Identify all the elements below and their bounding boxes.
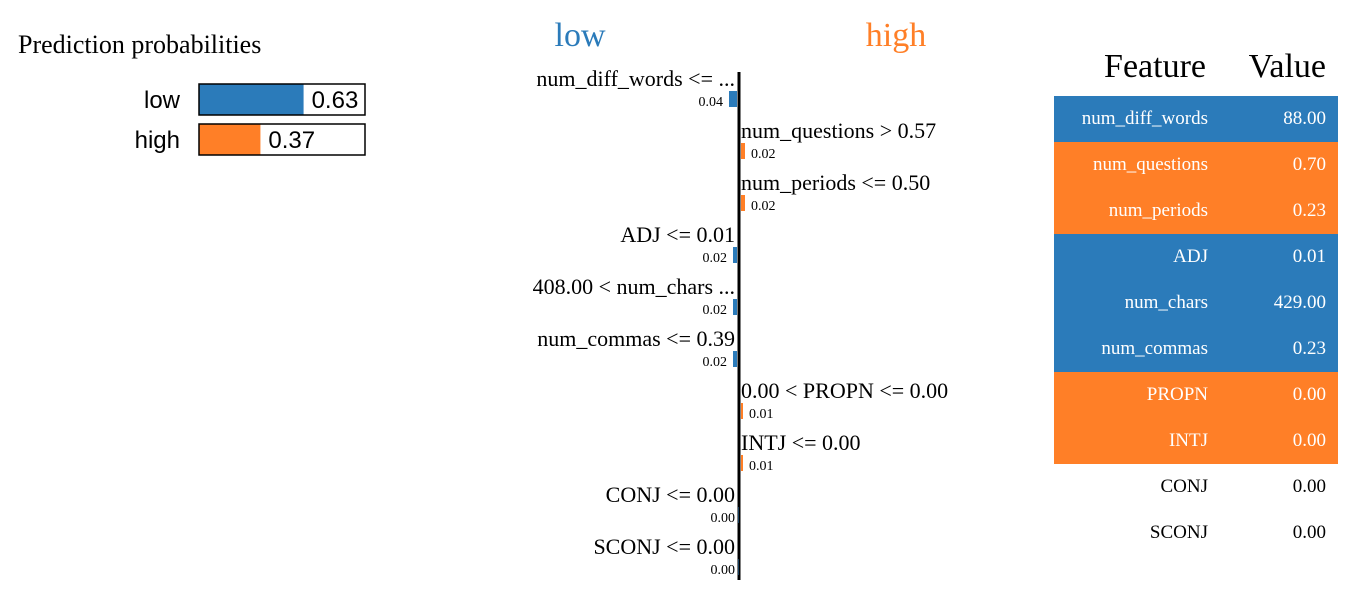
weight-label: 0.02 [703,251,728,266]
feature-rule-label: num_commas <= 0.39 [537,326,735,351]
feature-rule-label: num_diff_words <= ... [536,66,735,91]
feature-rule-label: INTJ <= 0.00 [741,430,861,455]
feature-name: SCONJ [1054,510,1220,556]
feature-value: 0.00 [1220,418,1338,464]
feature-name: PROPN [1054,372,1220,418]
feature-bar-5 [733,351,737,367]
weight-label: 0.02 [703,303,728,318]
feature-row: num_chars 429.00 [1054,280,1338,326]
prediction-probabilities-title: Prediction probabilities [18,30,262,59]
weight-label: 0.04 [699,95,724,110]
value-header: Value [1248,48,1326,85]
feature-name: ADJ [1054,234,1220,280]
weight-label: 0.00 [711,563,736,578]
feature-name: num_diff_words [1054,96,1220,142]
feature-name: CONJ [1054,464,1220,510]
feature-table-header: Feature Value [1054,38,1338,96]
feature-value: 0.00 [1220,464,1338,510]
weight-label: 0.02 [703,355,728,370]
feature-bar-2 [741,195,745,211]
feature-rule-label: 408.00 < num_chars ... [533,274,735,299]
feature-rule-label: num_questions > 0.57 [741,118,936,143]
feature-bar-3 [733,247,737,263]
class-label-high: high [135,127,180,154]
probability-value-high: 0.37 [268,127,315,154]
probability-bar-frame-low [198,83,366,116]
feature-bar-0 [729,91,737,107]
class-label-low: low [144,87,181,114]
weight-label: 0.02 [751,147,776,162]
feature-row: num_commas 0.23 [1054,326,1338,372]
probability-value-low: 0.63 [312,87,359,114]
feature-name: INTJ [1054,418,1220,464]
feature-row: num_diff_words 88.00 [1054,96,1338,142]
feature-header: Feature [1104,48,1206,85]
feature-row: CONJ 0.00 [1054,464,1338,510]
probability-bar-high [199,124,261,155]
weight-label: 0.01 [749,459,774,474]
feature-row: INTJ 0.00 [1054,418,1338,464]
feature-value: 0.01 [1220,234,1338,280]
feature-rule-label: ADJ <= 0.01 [620,222,735,247]
feature-bar-1 [741,143,745,159]
explanation-chart: low high num_diff_words <= ... 0.04 num_ques… [533,17,948,580]
feature-row: num_questions 0.70 [1054,142,1338,188]
feature-name: num_questions [1054,142,1220,188]
feature-value: 0.23 [1220,188,1338,234]
feature-value: 429.00 [1220,280,1338,326]
prediction-probabilities-chart: low 0.63 high 0.37 [135,83,366,156]
feature-name: num_chars [1054,280,1220,326]
feature-value: 0.00 [1220,372,1338,418]
feature-rule-label: SCONJ <= 0.00 [593,534,735,559]
feature-name: num_commas [1054,326,1220,372]
feature-value: 0.23 [1220,326,1338,372]
feature-bar-8 [738,507,739,523]
feature-rule-label: num_periods <= 0.50 [741,170,930,195]
probability-bar-frame-high [198,123,366,156]
feature-rule-label: 0.00 < PROPN <= 0.00 [741,378,948,403]
feature-row: PROPN 0.00 [1054,372,1338,418]
feature-value-table: Feature Value num_diff_words 88.00 num_que… [1054,38,1338,556]
feature-rule-label: CONJ <= 0.00 [606,482,735,507]
weight-label: 0.00 [711,511,736,526]
probability-bar-low [199,84,304,115]
feature-bar-4 [733,299,737,315]
feature-row: num_periods 0.23 [1054,188,1338,234]
high-header: high [866,17,926,54]
feature-row: SCONJ 0.00 [1054,510,1338,556]
feature-value: 88.00 [1220,96,1338,142]
weight-label: 0.01 [749,407,774,422]
feature-value: 0.00 [1220,510,1338,556]
feature-name: num_periods [1054,188,1220,234]
weight-label: 0.02 [751,199,776,214]
feature-bar-9 [738,559,739,575]
feature-row: ADJ 0.01 [1054,234,1338,280]
feature-bar-6 [741,403,743,419]
feature-value: 0.70 [1220,142,1338,188]
feature-bar-7 [741,455,743,471]
low-header: low [555,17,606,54]
